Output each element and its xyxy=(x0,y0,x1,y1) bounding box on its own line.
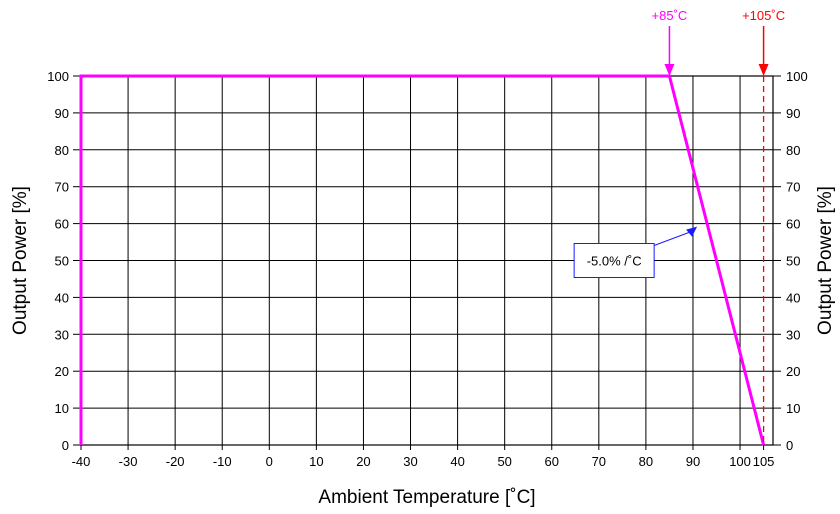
y-tick-label-left: 20 xyxy=(55,364,69,379)
y-tick-label-right: 80 xyxy=(786,143,800,158)
x-tick-label: -20 xyxy=(166,454,185,469)
x-axis-title: Ambient Temperature [˚C] xyxy=(318,487,535,508)
x-tick-label: 105 xyxy=(753,454,775,469)
x-tick-label: -30 xyxy=(119,454,138,469)
y-tick-label-left: 0 xyxy=(62,438,69,453)
y-tick-label-left: 90 xyxy=(55,106,69,121)
x-tick-label: 80 xyxy=(639,454,653,469)
y-tick-label-left: 30 xyxy=(55,327,69,342)
y-tick-label-left: 100 xyxy=(47,69,69,84)
y-tick-label-right: 0 xyxy=(786,438,793,453)
y-tick-label-right: 40 xyxy=(786,290,800,305)
annotation-arrow-shaft xyxy=(653,231,692,246)
y-tick-label-right: 90 xyxy=(786,106,800,121)
y-tick-label-right: 20 xyxy=(786,364,800,379)
y-tick-label-right: 10 xyxy=(786,401,800,416)
x-tick-label: -40 xyxy=(72,454,91,469)
annotation-box xyxy=(573,243,655,278)
derating-curve xyxy=(79,74,766,446)
y-tick-label-left: 10 xyxy=(55,401,69,416)
y-tick-label-right: 60 xyxy=(786,217,800,232)
y-tick-label-left: 50 xyxy=(55,254,69,269)
y-tick-label-left: 40 xyxy=(55,290,69,305)
x-tick-label: 10 xyxy=(309,454,323,469)
y-tick-label-left: 60 xyxy=(55,217,69,232)
x-tick-label: 60 xyxy=(545,454,559,469)
x-tick-label: -10 xyxy=(213,454,232,469)
y-axis-title-right: Output Power [%] xyxy=(815,186,836,335)
marker-arrow-head xyxy=(664,64,675,76)
slope-annotation: -5.0% /˚C xyxy=(573,226,698,278)
annotation-arrow-head xyxy=(686,226,698,237)
y-tick-label-left: 80 xyxy=(55,143,69,158)
y-tick-label-right: 70 xyxy=(786,180,800,195)
marker-label: +105˚C xyxy=(742,8,785,23)
grid-lines xyxy=(80,75,774,446)
x-tick-label: 90 xyxy=(686,454,700,469)
x-tick-label: 0 xyxy=(266,454,273,469)
marker-label: +85˚C xyxy=(652,8,688,23)
x-tick-label: 100 xyxy=(729,454,751,469)
y-tick-label-left: 70 xyxy=(55,180,69,195)
annotation-text: -5.0% /˚C xyxy=(587,254,642,269)
x-tick-label: 30 xyxy=(403,454,417,469)
x-tick-label: 20 xyxy=(356,454,370,469)
x-tick-label: 70 xyxy=(592,454,606,469)
temperature-markers: +85˚C +105˚C xyxy=(652,8,785,445)
y-tick-label-right: 30 xyxy=(786,327,800,342)
series-layer xyxy=(79,74,766,446)
y-tick-label-right: 100 xyxy=(786,69,808,84)
y-axis-title-left: Output Power [%] xyxy=(10,186,31,335)
y-tick-label-right: 50 xyxy=(786,254,800,269)
x-tick-label: 50 xyxy=(497,454,511,469)
marker-arrow-head xyxy=(758,64,769,76)
x-tick-label: 40 xyxy=(450,454,464,469)
